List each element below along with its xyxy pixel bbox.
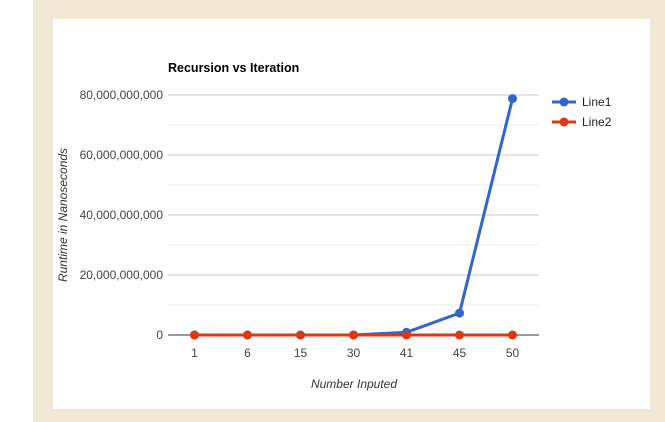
- data-point-line2: [296, 330, 305, 340]
- x-tick-label: 6: [244, 346, 251, 360]
- x-tick-label: 30: [347, 346, 361, 360]
- legend-label: Line1: [582, 95, 612, 109]
- chart-card: [53, 19, 650, 409]
- y-tick-label: 20,000,000,000: [80, 268, 164, 282]
- x-axis-ticks: 1 6 15 30 41 45 50: [191, 346, 519, 360]
- x-tick-label: 15: [294, 346, 308, 360]
- y-tick-label: 0: [156, 328, 163, 342]
- data-point-line2: [402, 330, 411, 340]
- y-axis-label: Runtime in Nanoseconds: [56, 148, 70, 282]
- data-point-line1: [508, 94, 517, 104]
- y-axis-ticks: 0 20,000,000,000 40,000,000,000 60,000,000,…: [80, 88, 164, 342]
- data-point-line2: [508, 330, 517, 340]
- data-point-line2: [243, 330, 252, 340]
- y-tick-label: 40,000,000,000: [80, 208, 164, 222]
- x-tick-label: 45: [453, 346, 467, 360]
- data-point-line2: [190, 330, 199, 340]
- legend-swatch-marker: [559, 117, 569, 127]
- x-tick-label: 41: [400, 346, 414, 360]
- x-axis-label: Number Inputed: [311, 377, 397, 391]
- legend: Line1 Line2: [552, 95, 612, 129]
- y-tick-label: 60,000,000,000: [80, 148, 164, 162]
- data-point-line2: [455, 330, 464, 340]
- y-tick-label: 80,000,000,000: [80, 88, 164, 102]
- data-point-line1: [455, 308, 464, 318]
- x-tick-label: 1: [191, 346, 198, 360]
- chart-title: Recursion vs Iteration: [168, 61, 299, 75]
- x-tick-label: 50: [506, 346, 520, 360]
- data-point-line2: [349, 330, 358, 340]
- legend-swatch-marker: [559, 97, 569, 107]
- legend-label: Line2: [582, 115, 612, 129]
- series-line-line1: [194, 98, 514, 337]
- series-layer: [190, 94, 517, 340]
